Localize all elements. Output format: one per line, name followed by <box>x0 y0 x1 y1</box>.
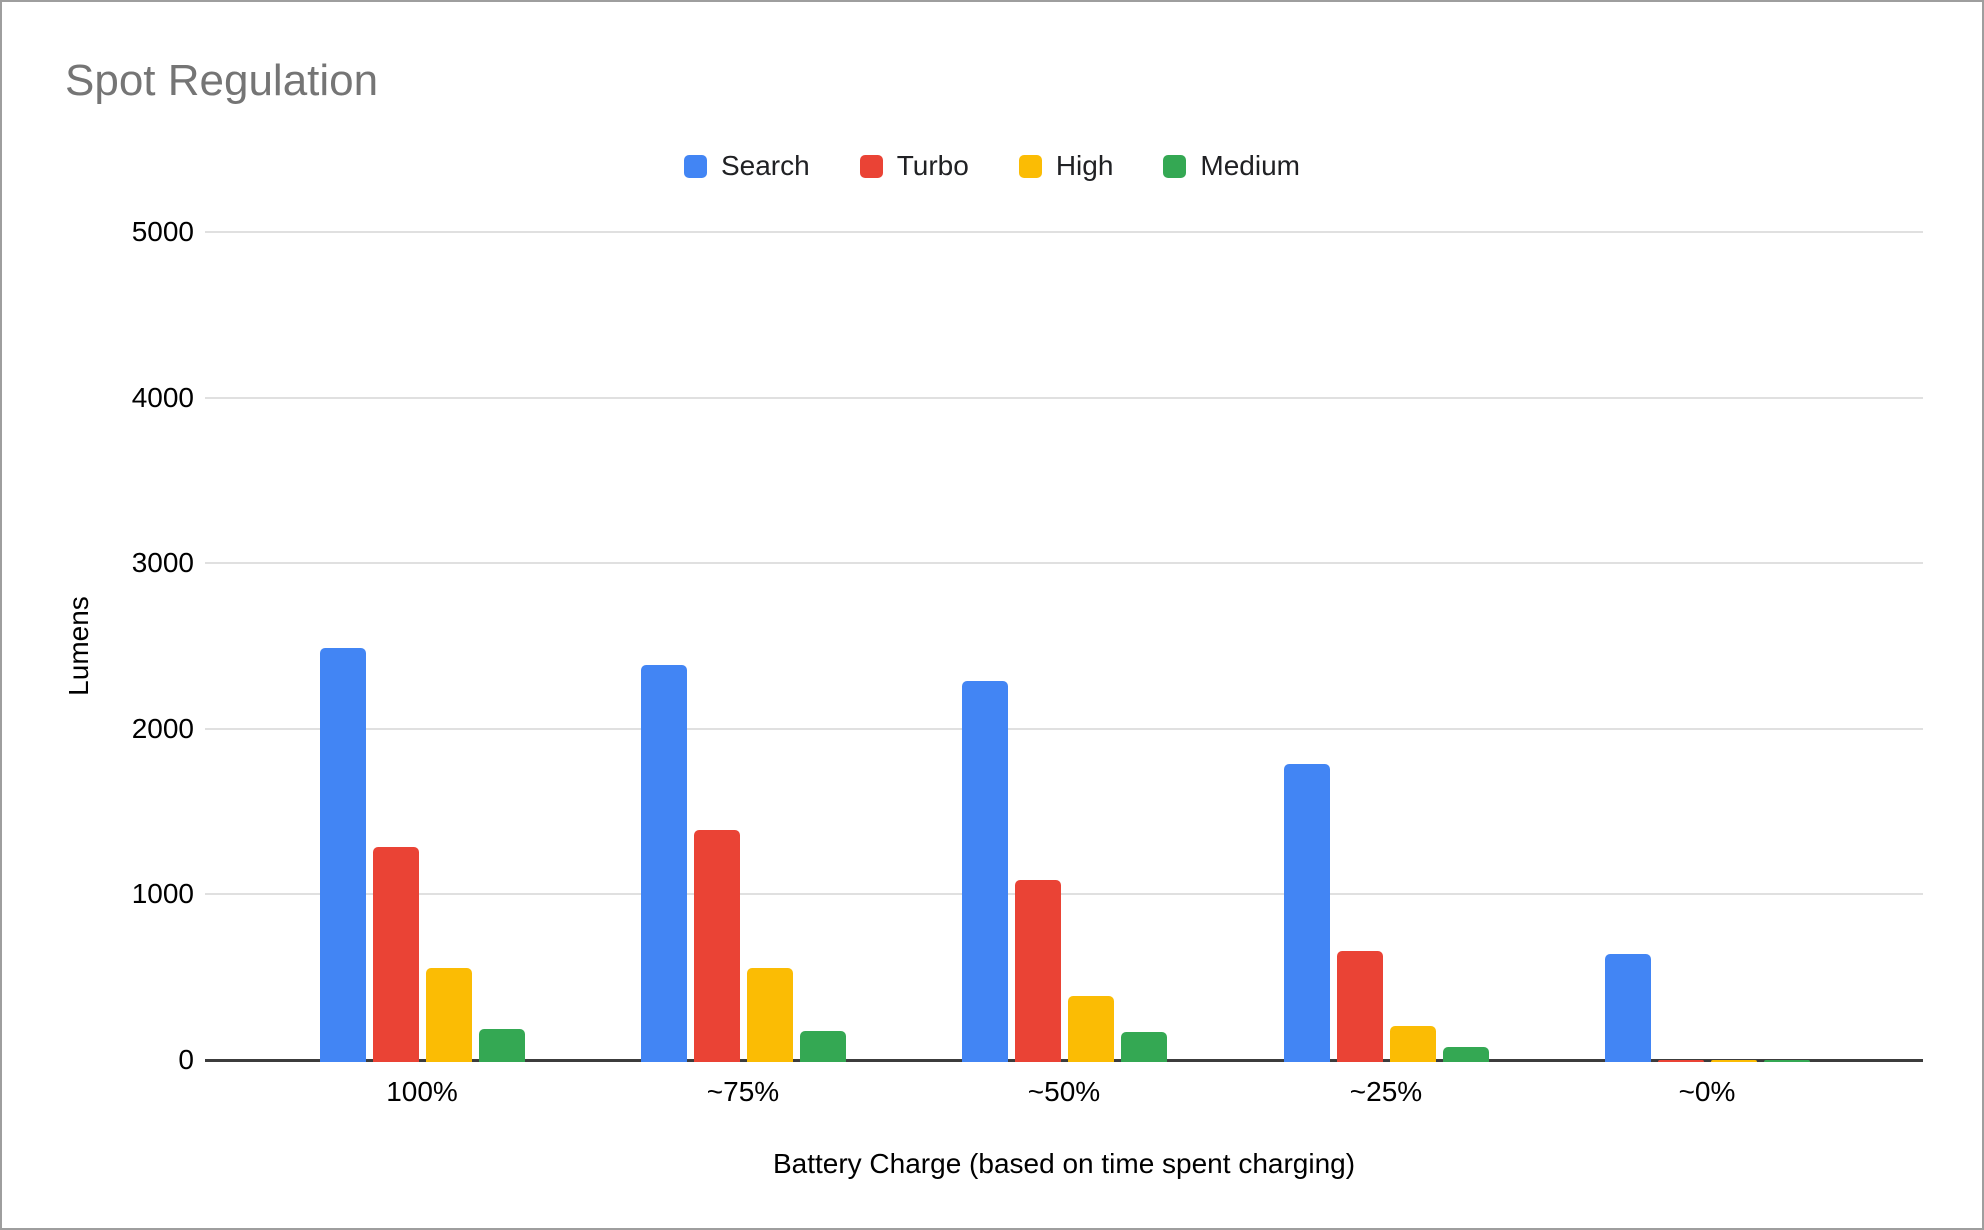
y-axis-title: Lumens <box>63 596 94 696</box>
y-tick-label: 5000 <box>131 216 194 247</box>
x-tick-label: ~0% <box>1678 1076 1736 1107</box>
bar-high-25%[interactable] <box>1389 1026 1436 1062</box>
x-axis-line <box>205 1059 1923 1062</box>
y-tick-label: 1000 <box>131 878 194 910</box>
gridline-3000 <box>205 562 1923 565</box>
x-tick-label: ~25% <box>1349 1076 1423 1107</box>
legend-swatch-turbo <box>859 154 883 178</box>
bar-search-50%[interactable] <box>961 681 1008 1062</box>
bar-turbo-50%[interactable] <box>1014 880 1061 1062</box>
legend-item-search[interactable]: Search <box>683 150 810 182</box>
y-tick-label: 3000 <box>131 547 194 579</box>
bar-search-75%[interactable] <box>640 665 687 1062</box>
bar-search-100%[interactable] <box>319 648 366 1062</box>
bar-medium-100%[interactable] <box>478 1029 525 1062</box>
x-tick-label: 100% <box>386 1076 458 1107</box>
legend-label: Search <box>720 150 810 181</box>
legend-item-turbo[interactable]: Turbo <box>859 150 969 182</box>
y-tick-label: 2000 <box>131 712 194 744</box>
legend-item-medium[interactable]: Medium <box>1163 150 1300 182</box>
bar-turbo-25%[interactable] <box>1336 951 1383 1062</box>
bar-medium-25%[interactable] <box>1442 1047 1489 1062</box>
bar-medium-50%[interactable] <box>1120 1032 1167 1062</box>
gridline-5000 <box>205 231 1923 233</box>
x-tick-label: ~75% <box>706 1076 780 1107</box>
legend-item-high[interactable]: High <box>1018 150 1114 182</box>
bar-high-100%[interactable] <box>425 968 472 1062</box>
chart-title: Spot Regulation <box>65 56 379 105</box>
legend-swatch-high <box>1018 154 1042 178</box>
y-tick-label: 0 <box>178 1044 194 1075</box>
gridline-1000 <box>205 893 1923 896</box>
x-tick-label: ~50% <box>1027 1076 1101 1107</box>
x-axis-title: Battery Charge (based on time spent char… <box>772 1148 1356 1179</box>
bar-medium-0%[interactable] <box>1763 1060 1810 1062</box>
legend-label: Turbo <box>896 150 969 181</box>
bar-medium-75%[interactable] <box>799 1031 846 1062</box>
bar-high-0%[interactable] <box>1710 1060 1757 1062</box>
legend: Search Turbo High Medium <box>2 150 1982 182</box>
bar-turbo-100%[interactable] <box>372 847 419 1062</box>
legend-label: Medium <box>1200 150 1300 181</box>
bar-high-50%[interactable] <box>1067 996 1114 1062</box>
legend-label: High <box>1055 150 1114 181</box>
bar-search-0%[interactable] <box>1604 954 1651 1062</box>
legend-swatch-search <box>683 154 707 178</box>
y-tick-label: 4000 <box>131 381 194 413</box>
gridline-4000 <box>205 396 1923 399</box>
gridline-2000 <box>205 727 1923 730</box>
bar-search-25%[interactable] <box>1283 764 1330 1062</box>
bar-high-75%[interactable] <box>746 968 793 1062</box>
bar-turbo-75%[interactable] <box>693 830 740 1062</box>
bar-turbo-0%[interactable] <box>1657 1060 1704 1062</box>
legend-swatch-medium <box>1163 154 1187 178</box>
